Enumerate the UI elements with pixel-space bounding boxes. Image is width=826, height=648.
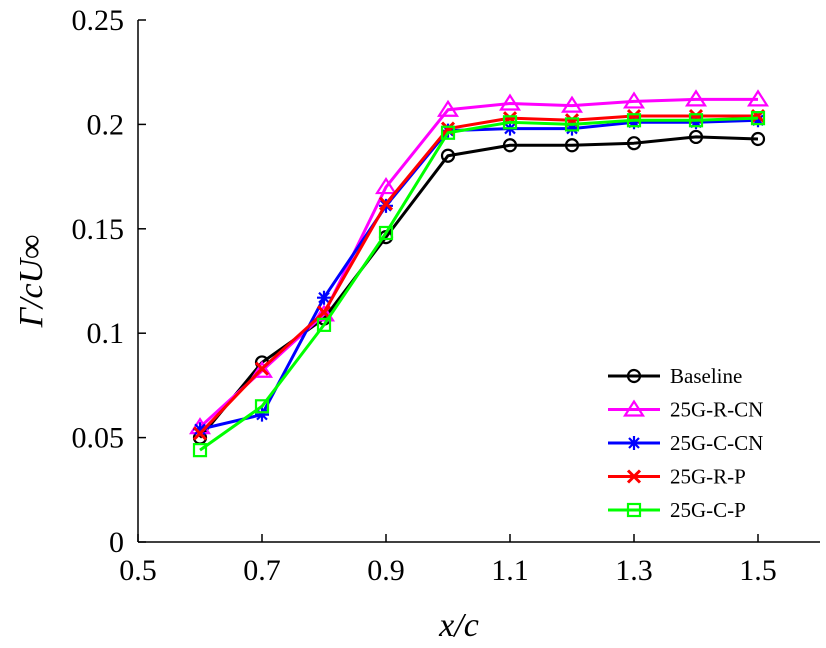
legend-item-baseline: Baseline xyxy=(608,364,742,388)
data-point-baseline xyxy=(502,138,518,153)
x-axis-title: x/c xyxy=(438,607,479,644)
data-point-25g-r-p xyxy=(192,426,208,441)
data-point-25g-c-p xyxy=(688,113,704,128)
axes: 0.5 0.7 0.9 1.1 1.3 1.5 0 0.05 0.1 0.15 0.2 0.25 x/c… xyxy=(13,4,820,644)
y-tick-label: 0 xyxy=(109,526,124,559)
y-tick-label: 0.05 xyxy=(72,422,125,455)
y-axis-title: Γ/cU∞ xyxy=(13,235,50,329)
legend-marker xyxy=(626,368,642,384)
series-line-25g-r-p xyxy=(198,114,758,435)
data-point-25g-c-cn xyxy=(317,290,331,305)
x-tick-label: 1.1 xyxy=(491,554,529,587)
data-point-25g-c-p xyxy=(378,225,394,241)
legend-label: 25G-C-P xyxy=(670,498,746,522)
legend-item-25g-c-cn: 25G-C-CN xyxy=(608,431,763,455)
data-point-25g-c-cn xyxy=(255,407,269,422)
y-tick-label: 0.1 xyxy=(87,317,125,350)
legend-label: 25G-C-CN xyxy=(670,431,763,455)
legend-label: 25G-R-P xyxy=(670,465,746,489)
data-point-25g-c-cn xyxy=(751,113,765,128)
data-point-25g-c-cn xyxy=(627,115,641,130)
data-point-baseline xyxy=(688,129,704,145)
data-point-25g-r-cn xyxy=(312,304,336,322)
legend-marker xyxy=(626,502,642,518)
data-point-25g-r-cn xyxy=(436,99,460,117)
data-point-25g-r-cn xyxy=(622,91,646,109)
legend-label: 25G-R-CN xyxy=(670,398,763,422)
x-tick-label: 1.5 xyxy=(739,554,777,587)
series-line-baseline xyxy=(198,135,759,439)
data-point-25g-r-cn xyxy=(374,177,398,195)
series-line-25g-c-p xyxy=(199,116,759,452)
data-point-25g-c-cn xyxy=(689,115,703,130)
legend-marker xyxy=(627,436,641,450)
data-point-25g-c-p xyxy=(564,117,580,132)
y-tick-label: 0.25 xyxy=(72,4,125,37)
data-point-25g-r-cn xyxy=(250,360,274,378)
data-point-25g-c-p xyxy=(750,111,766,126)
data-point-25g-r-cn xyxy=(498,93,522,111)
legend-label: Baseline xyxy=(670,364,742,388)
data-point-25g-c-p xyxy=(254,399,270,414)
data-point-25g-c-p xyxy=(626,113,642,128)
data-point-25g-c-p xyxy=(192,443,208,458)
legend: Baseline 25G-R-CN 25G-C-CN 25G-R-P 25G-C-P xyxy=(608,364,763,522)
series-25g-r-p xyxy=(192,108,766,441)
series-line-25g-r-cn xyxy=(198,97,758,429)
x-tick-label: 0.9 xyxy=(367,554,405,587)
plot-series xyxy=(188,89,770,458)
series-line-25g-c-cn xyxy=(199,118,759,431)
series-25g-c-p xyxy=(192,111,766,458)
data-point-25g-r-p xyxy=(254,361,270,376)
x-tick-label: 0.7 xyxy=(243,554,281,587)
data-point-25g-c-p xyxy=(502,115,518,130)
legend-item-25g-r-cn: 25G-R-CN xyxy=(608,398,763,422)
data-point-baseline xyxy=(750,131,766,147)
legend-item-25g-r-p: 25G-R-P xyxy=(608,465,746,489)
y-tick-label: 0.15 xyxy=(72,213,125,246)
data-point-baseline xyxy=(440,148,456,163)
y-tick-label: 0.2 xyxy=(87,108,125,141)
data-point-25g-c-cn xyxy=(565,121,579,136)
data-point-baseline xyxy=(564,138,580,153)
legend-marker xyxy=(626,469,642,484)
data-point-25g-r-cn xyxy=(746,89,770,107)
data-point-25g-r-cn xyxy=(560,95,584,113)
data-point-25g-r-cn xyxy=(684,89,708,107)
data-point-25g-c-p xyxy=(440,125,456,140)
x-tick-label: 1.3 xyxy=(615,554,653,587)
legend-marker xyxy=(622,399,646,417)
data-point-25g-c-p xyxy=(316,317,332,332)
data-point-25g-r-p xyxy=(378,196,394,211)
x-tick-label: 0.5 xyxy=(119,554,157,587)
data-point-25g-c-cn xyxy=(193,422,207,437)
legend-item-25g-c-p: 25G-C-P xyxy=(608,498,746,522)
data-point-baseline xyxy=(626,136,642,151)
